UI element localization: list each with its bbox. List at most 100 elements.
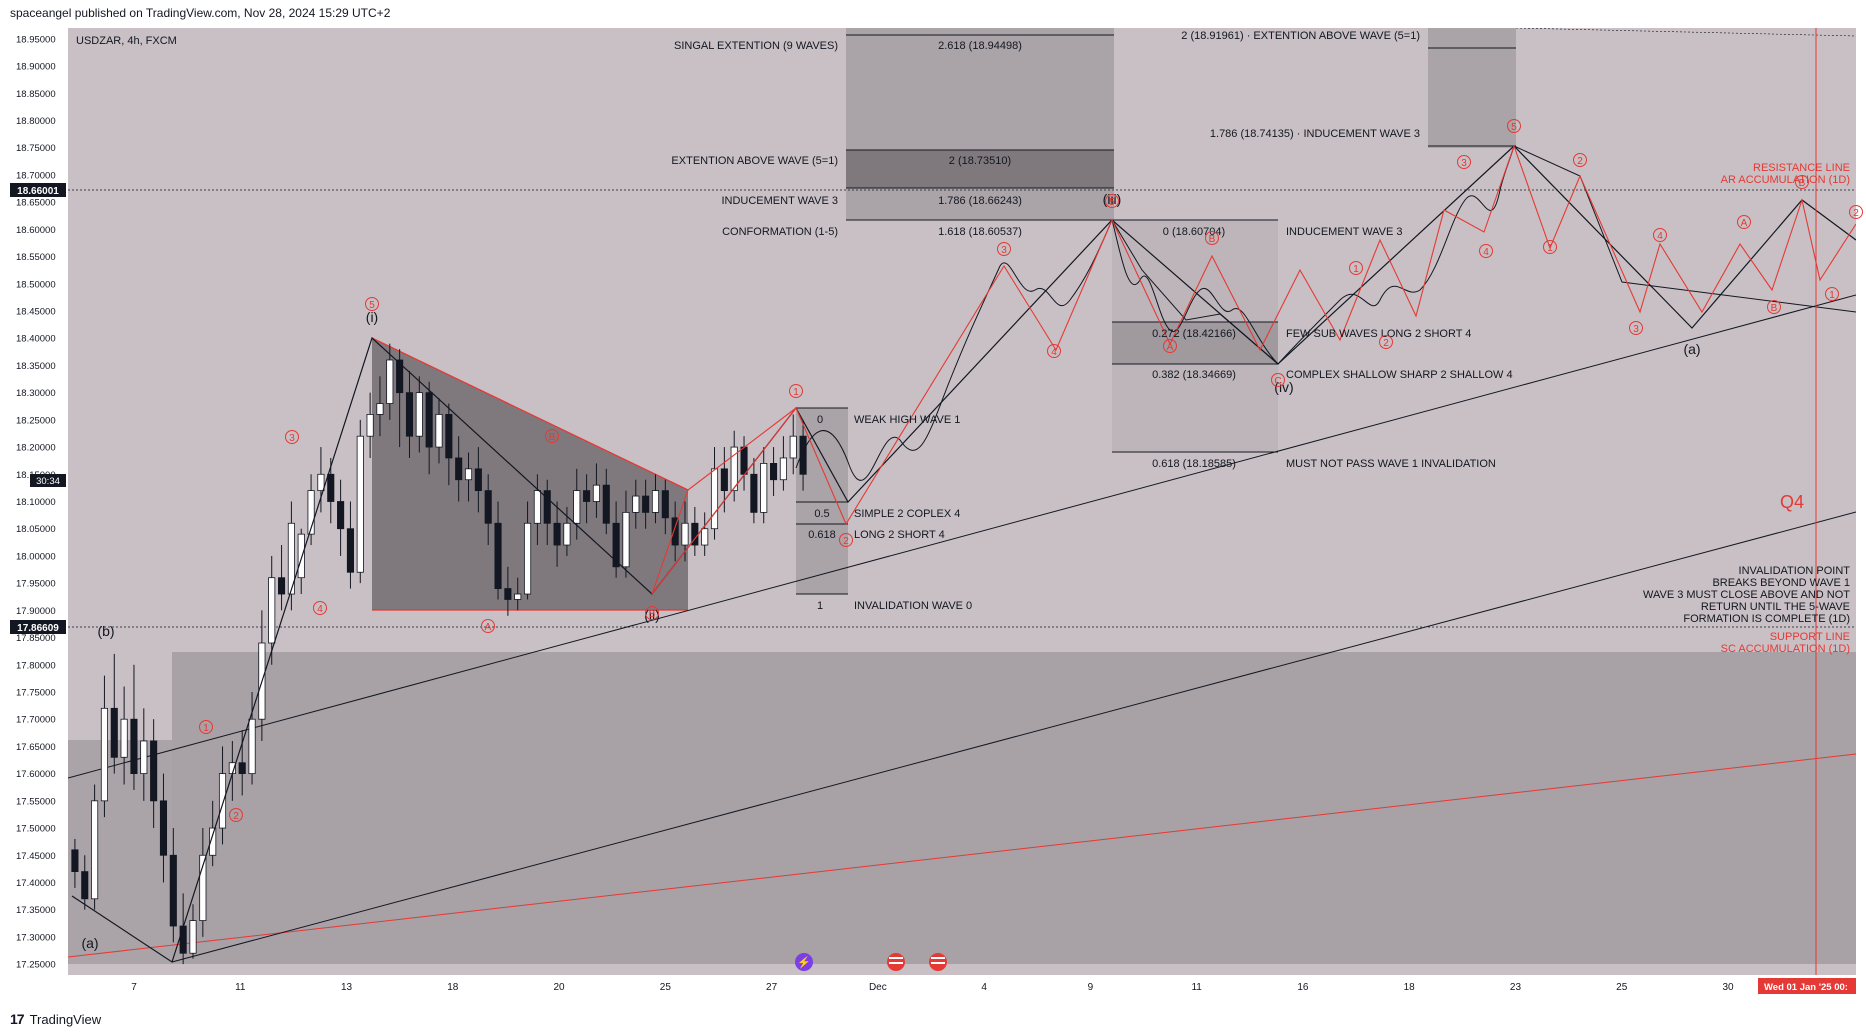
fib-extension-box	[846, 28, 1114, 220]
wave-marker-1-c: 1	[1349, 261, 1363, 275]
wave-marker-3-b: 3	[997, 242, 1011, 256]
x-tick-6: 27	[766, 982, 778, 993]
candle-42	[484, 474, 492, 546]
svg-text:B: B	[549, 432, 556, 443]
y-tick-10: 18.45000	[16, 307, 56, 318]
candle-13	[199, 828, 207, 937]
svg-text:B: B	[1799, 178, 1806, 189]
accumulation-zone	[172, 652, 1856, 964]
svg-text:1: 1	[1353, 264, 1359, 275]
fib-right-note-2: INDUCEMENT WAVE 3	[721, 195, 838, 207]
wave-marker-4-b: 4	[1047, 344, 1061, 358]
wave-label-iv: (iv)	[1274, 379, 1293, 395]
wave-marker-2-e: 2	[1849, 205, 1863, 219]
fib-w4-level-0: 0 (18.60704)	[1163, 226, 1225, 238]
wave-marker-B-d: B	[1767, 300, 1781, 314]
wave-label-iii: (iii)	[1103, 191, 1122, 207]
svg-text:2: 2	[1853, 208, 1859, 219]
candle-43	[494, 501, 502, 600]
wave-marker-4-a: 4	[313, 601, 327, 615]
candle-2	[91, 784, 99, 910]
y-tick-33: 17.30000	[16, 932, 56, 943]
candle-50	[563, 506, 571, 556]
candle-18	[248, 691, 256, 785]
candle-59	[651, 474, 660, 524]
candle-40	[464, 452, 473, 502]
invalidation-note-3: RETURN UNTIL THE 5-WAVE	[1701, 601, 1850, 613]
svg-text:4: 4	[317, 604, 323, 615]
candle-53	[592, 463, 600, 518]
candle-20	[268, 555, 276, 665]
x-tick-4: 20	[554, 982, 566, 993]
wave-label-i: (i)	[366, 309, 378, 325]
candle-12	[189, 904, 197, 959]
wave-marker-3-c: 3	[1457, 155, 1471, 169]
invalidation-note-0: INVALIDATION POINT	[1739, 565, 1851, 577]
wave-marker-3-d: 3	[1629, 321, 1643, 335]
candle-30	[366, 392, 374, 458]
svg-text:Wed 01 Jan '25 00:: Wed 01 Jan '25 00:	[1764, 982, 1848, 993]
candle-8	[150, 719, 158, 829]
fib-right-note-0: SINGAL EXTENTION (9 WAVES)	[674, 40, 838, 52]
candle-38	[445, 403, 453, 486]
x-tick-9: 9	[1088, 982, 1094, 993]
svg-text:5: 5	[1109, 197, 1115, 208]
y-tick-9: 18.50000	[16, 279, 56, 290]
wave-path-major	[71, 145, 1856, 963]
candle-23	[297, 528, 305, 595]
candle-26	[327, 457, 335, 524]
candle-22	[287, 501, 295, 611]
fib-top-0: 2 (18.91961) · EXTENTION ABOVE WAVE (5=1…	[1181, 30, 1420, 42]
fib-w4-note-1: FEW SUB WAVES LONG 2 SHORT 4	[1286, 328, 1471, 340]
svg-text:B: B	[649, 609, 656, 620]
svg-text:⚡: ⚡	[797, 956, 811, 969]
candle-70	[760, 447, 768, 524]
candle-67	[730, 430, 738, 502]
fib-right-level-0: 2.618 (18.94498)	[938, 40, 1022, 52]
y-tick-29: 17.50000	[16, 824, 56, 835]
y-tick-24: 17.75000	[16, 687, 56, 698]
candle-65	[710, 447, 719, 540]
candle-61	[671, 501, 679, 562]
candle-21	[278, 545, 286, 611]
y-tick-22: 17.85000	[16, 633, 56, 644]
y-tick-8: 18.55000	[16, 252, 56, 263]
y-tick-30: 17.45000	[16, 851, 56, 862]
fib-w4-level-3: 0.618 (18.18585)	[1152, 458, 1236, 470]
y-tick-28: 17.55000	[16, 796, 56, 807]
y-tick-19: 18.00000	[16, 551, 56, 562]
candle-44	[504, 566, 512, 616]
fib-w4-level-2: 0.382 (18.34669)	[1152, 369, 1236, 381]
candle-64	[701, 512, 709, 556]
invalidation-note-1: BREAKS BEYOND WAVE 1	[1712, 577, 1850, 589]
svg-text:4: 4	[1657, 231, 1663, 242]
fib-top-right-box	[1428, 28, 1516, 148]
price-badge-resistance: 18.66001	[10, 183, 66, 197]
candle-58	[642, 479, 650, 529]
svg-text:A: A	[485, 622, 492, 633]
candle-60	[661, 479, 669, 535]
candle-52	[583, 474, 591, 524]
tradingview-footer: 17 TradingView	[10, 1011, 101, 1027]
candle-34	[405, 370, 414, 458]
x-tick-1: 11	[235, 982, 246, 993]
price-badge-timer: 30:34	[30, 474, 66, 487]
candle-3	[100, 675, 108, 818]
wave-marker-5-c: 5	[1507, 119, 1521, 133]
svg-text:30:34: 30:34	[36, 476, 60, 487]
candle-7	[140, 708, 148, 801]
fib-right-level-3: 1.618 (18.60537)	[938, 226, 1022, 238]
wave-label-ii: (ii)	[644, 607, 660, 623]
candle-45	[514, 577, 522, 611]
event-icons[interactable]: ⚡	[795, 953, 947, 971]
y-tick-17: 18.10000	[16, 497, 56, 508]
svg-text:18.66001: 18.66001	[17, 186, 59, 197]
y-tick-5: 18.70000	[16, 170, 56, 181]
y-tick-1: 18.90000	[16, 62, 56, 73]
svg-text:3: 3	[289, 433, 295, 444]
y-tick-25: 17.70000	[16, 715, 56, 726]
time-axis[interactable]	[68, 975, 1856, 997]
svg-text:B: B	[1771, 303, 1778, 314]
lightning-event-icon[interactable]	[795, 953, 813, 971]
